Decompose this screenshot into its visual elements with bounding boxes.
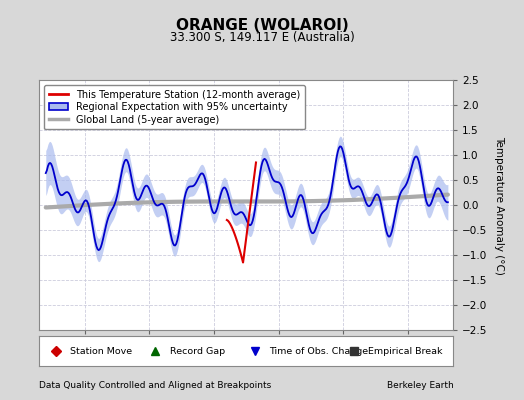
Text: Time of Obs. Change: Time of Obs. Change <box>269 346 368 356</box>
Text: Record Gap: Record Gap <box>170 346 225 356</box>
Text: Data Quality Controlled and Aligned at Breakpoints: Data Quality Controlled and Aligned at B… <box>39 381 271 390</box>
Y-axis label: Temperature Anomaly (°C): Temperature Anomaly (°C) <box>494 136 504 274</box>
Text: 33.300 S, 149.117 E (Australia): 33.300 S, 149.117 E (Australia) <box>170 32 354 44</box>
Text: Empirical Break: Empirical Break <box>368 346 443 356</box>
Text: ORANGE (WOLAROI): ORANGE (WOLAROI) <box>176 18 348 34</box>
Legend: This Temperature Station (12-month average), Regional Expectation with 95% uncer: This Temperature Station (12-month avera… <box>44 85 305 130</box>
Text: Station Move: Station Move <box>70 346 133 356</box>
Text: Berkeley Earth: Berkeley Earth <box>387 381 453 390</box>
